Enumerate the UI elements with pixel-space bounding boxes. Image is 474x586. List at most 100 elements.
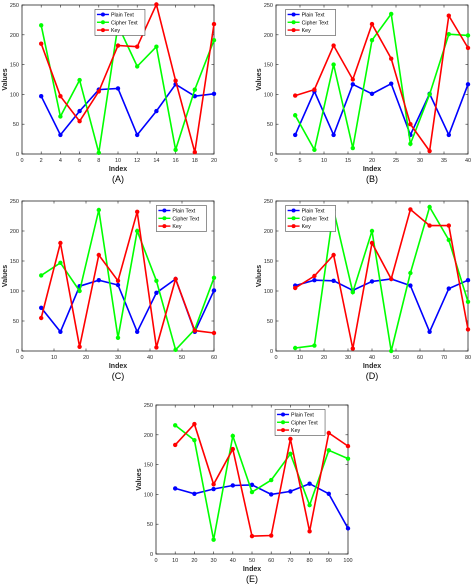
x-tick-label: 35	[441, 158, 447, 164]
x-tick-label: 90	[326, 558, 332, 564]
data-point	[58, 132, 63, 138]
series-line	[294, 82, 469, 138]
data-point	[408, 141, 413, 147]
data-point	[211, 486, 216, 492]
legend-swatch-marker	[281, 412, 286, 417]
data-point	[135, 228, 140, 234]
data-point	[58, 329, 63, 334]
x-tick-label: 20	[211, 158, 217, 164]
data-point	[293, 113, 298, 118]
y-tick-label: 100	[10, 289, 19, 295]
data-point	[58, 114, 63, 119]
data-point	[389, 11, 394, 17]
data-point	[77, 77, 82, 83]
x-tick-label: 30	[211, 558, 217, 564]
series-line	[40, 83, 215, 137]
legend-swatch-marker	[100, 20, 105, 25]
data-point	[96, 207, 102, 213]
chart-panel: 0 2 4 6 8 10 12 14 16 18 20050100150200250IndexVal…	[2, 1, 217, 184]
data-point	[465, 45, 471, 51]
data-point	[465, 82, 471, 87]
data-point	[427, 148, 432, 154]
data-point	[135, 329, 140, 334]
data-point	[293, 93, 298, 98]
y-tick-label: 100	[10, 92, 19, 98]
y-tick-label: 150	[264, 259, 273, 265]
y-tick-label: 150	[10, 259, 19, 265]
legend-label: Key	[172, 224, 181, 230]
series-line	[174, 422, 349, 537]
y-tick-label: 150	[264, 63, 273, 69]
x-tick-label: 10	[51, 355, 57, 361]
x-tick-label: 12	[134, 158, 140, 164]
y-tick-label: 250	[264, 3, 273, 9]
data-point	[389, 348, 394, 354]
legend-swatch-marker	[291, 28, 296, 33]
y-tick-label: 250	[10, 199, 19, 205]
legend-label: Plain Text	[291, 412, 314, 418]
x-tick-label: 30	[417, 158, 423, 164]
series-line	[40, 209, 215, 352]
data-point	[427, 204, 432, 210]
data-point	[77, 119, 82, 124]
data-point	[173, 442, 178, 448]
data-point	[115, 86, 121, 91]
data-point	[58, 240, 63, 246]
data-point	[369, 240, 375, 246]
data-point	[77, 288, 82, 294]
data-point	[389, 276, 394, 282]
x-tick-label: 14	[153, 158, 159, 164]
x-tick-label: 0	[20, 158, 23, 164]
x-tick-label: 0	[274, 355, 277, 361]
data-point	[307, 481, 312, 486]
data-point	[154, 2, 159, 7]
data-point	[115, 43, 121, 48]
x-tick-label: 5	[298, 158, 301, 164]
data-point	[154, 44, 159, 49]
x-tick-label: 60	[417, 355, 423, 361]
legend-swatch-marker	[100, 28, 105, 33]
data-point	[211, 275, 217, 280]
x-tick-label: 50	[393, 355, 399, 361]
data-point	[192, 328, 197, 333]
y-tick-label: 200	[10, 229, 19, 235]
chart-panel: 0 10 20 30 40 50 60 70 80 0 50 100 150 200 250 Index Val…	[256, 199, 471, 381]
data-point	[331, 132, 336, 138]
data-point	[192, 87, 197, 92]
data-point	[154, 290, 159, 295]
data-point	[39, 315, 44, 321]
legend-label: Plain Text	[302, 209, 325, 215]
x-tick-label: 4	[59, 158, 62, 164]
x-tick-label: 40	[465, 158, 471, 164]
x-tick-label: 18	[192, 158, 198, 164]
data-point	[446, 223, 451, 228]
y-axis-label: Values	[256, 265, 263, 287]
data-point	[154, 278, 159, 283]
data-point	[312, 278, 317, 283]
data-point	[350, 82, 355, 87]
data-point	[96, 278, 102, 283]
legend-swatch-marker	[281, 420, 286, 425]
data-point	[288, 436, 293, 442]
data-point	[192, 437, 197, 443]
series-line	[294, 13, 469, 154]
x-tick-label: 40	[369, 355, 375, 361]
data-point	[230, 483, 235, 488]
legend-label: Cipher Text	[111, 20, 138, 26]
y-tick-label: 50	[13, 319, 19, 325]
legend-label: Cipher Text	[291, 420, 318, 426]
data-point	[249, 489, 255, 495]
x-tick-label: 15	[345, 158, 351, 164]
data-point	[446, 237, 451, 243]
data-point	[307, 529, 312, 534]
data-point	[408, 283, 413, 288]
data-point	[173, 347, 178, 352]
data-point	[154, 345, 159, 350]
data-point	[115, 278, 121, 283]
legend-swatch-marker	[291, 216, 296, 221]
y-tick-label: 100	[264, 92, 273, 98]
